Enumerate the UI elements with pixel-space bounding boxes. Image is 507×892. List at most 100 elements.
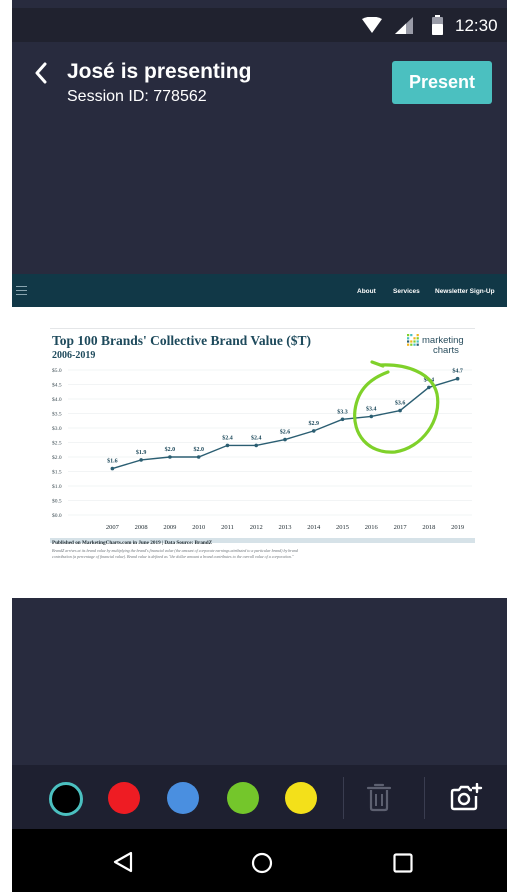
hamburger-menu-icon[interactable] [16,286,27,295]
data-point [110,466,115,471]
logo-dot [416,340,419,343]
x-tick-label: 2018 [422,524,435,531]
toolbar-divider [424,777,425,819]
logo-dot [410,340,413,343]
chart-subtitle: 2006-2019 [52,350,95,361]
present-button[interactable]: Present [392,61,492,104]
toolbar-divider [343,777,344,819]
color-swatch-blue[interactable] [167,782,199,814]
x-tick-label: 2007 [106,524,120,531]
logo-text-line1: marketing [422,335,464,346]
android-navigation-bar [12,829,507,892]
data-point [369,414,374,419]
phone-screen: 12:30 José is presenting Session ID: 778… [12,0,507,892]
data-label: $2.0 [193,446,204,453]
data-point [455,376,460,381]
chart-note-line2: contribution (a percentage of financial … [52,554,294,559]
session-id: Session ID: 778562 [67,88,207,105]
data-label: $3.3 [337,408,348,415]
battery-icon [432,15,443,35]
data-label: $1.9 [136,449,147,456]
x-tick-label: 2011 [221,524,234,531]
y-tick-label: $1.5 [52,469,62,476]
x-tick-label: 2010 [192,524,205,531]
logo-dot [413,343,416,346]
y-tick-label: $3.5 [52,411,62,418]
back-chevron-icon[interactable] [34,62,48,84]
color-swatch-yellow[interactable] [285,782,317,814]
logo-dot [407,334,410,337]
chart-title: Top 100 Brands' Collective Brand Value (… [52,333,311,348]
data-point [225,443,230,448]
color-swatch-green[interactable] [227,782,259,814]
logo-text-line2: charts [433,345,459,356]
data-label: $3.6 [395,400,406,407]
y-tick-label: $3.0 [52,425,62,432]
y-tick-label: $2.5 [52,440,62,447]
data-point [168,455,172,459]
data-label: $2.4 [251,434,262,441]
y-tick-label: $4.0 [52,396,62,403]
x-tick-label: 2015 [336,524,349,531]
color-swatch-black[interactable] [49,782,83,816]
logo-dot [410,343,413,346]
y-tick-label: $5.0 [52,367,62,374]
x-tick-label: 2008 [135,524,148,531]
x-tick-label: 2014 [307,524,321,531]
data-point [196,455,201,459]
data-point [427,385,431,390]
data-point [340,417,345,422]
y-tick-label: $4.5 [52,382,62,389]
data-point [283,437,287,442]
logo-dot [407,340,410,343]
back-triangle-icon[interactable] [112,851,134,873]
data-point [311,429,316,433]
data-label: $3.4 [366,405,377,412]
drawn-annotation-circle [353,360,440,454]
logo-dot [413,337,416,340]
marketing-charts-logo: marketing charts [407,334,464,356]
recents-square-icon[interactable] [393,853,413,873]
x-tick-label: 2009 [163,524,176,531]
data-label: $2.0 [165,446,176,453]
data-point [254,443,259,448]
data-label: $1.6 [107,458,118,465]
logo-dot [410,334,413,337]
wifi-icon [362,17,382,33]
logo-dot [416,337,419,340]
signal-icon [395,17,413,34]
y-tick-label: $1.0 [52,483,62,490]
data-point [139,458,143,462]
shared-screen-view: About Services Newsletter Sign-Up Top 10… [12,274,507,598]
clock-time: 12:30 [455,16,498,35]
presenter-title: José is presenting [67,60,252,83]
trash-icon[interactable] [366,782,392,812]
logo-dot [407,343,410,346]
y-tick-label: $0.5 [52,498,62,505]
data-label: $2.4 [222,434,233,441]
logo-dot [416,343,419,346]
y-tick-label: $0.0 [52,512,62,519]
x-tick-label: 2017 [394,524,408,531]
status-bar: 12:30 [12,8,507,42]
annotation-toolbar [12,765,507,829]
camera-add-icon[interactable] [449,783,483,811]
x-tick-label: 2013 [279,524,292,531]
color-swatch-red[interactable] [108,782,140,814]
y-tick-label: $2.0 [52,454,62,461]
nav-link-about[interactable]: About [357,288,376,295]
x-tick-label: 2012 [250,524,263,531]
brand-value-chart: Top 100 Brands' Collective Brand Value (… [50,328,475,568]
data-label: $4.7 [452,368,463,375]
nav-link-newsletter[interactable]: Newsletter Sign-Up [435,288,495,295]
chart-note-line1: BrandZ arrives at its brand value by mul… [52,548,299,553]
data-point [398,408,402,413]
x-tick-label: 2016 [365,524,379,531]
logo-dot [413,340,416,343]
home-circle-icon[interactable] [251,852,273,874]
logo-dot [416,334,419,337]
website-nav-bar: About Services Newsletter Sign-Up [12,274,507,307]
x-tick-label: 2019 [451,524,464,531]
chart-source: Published on MarketingCharts.com in June… [52,540,213,546]
nav-link-services[interactable]: Services [393,288,420,295]
